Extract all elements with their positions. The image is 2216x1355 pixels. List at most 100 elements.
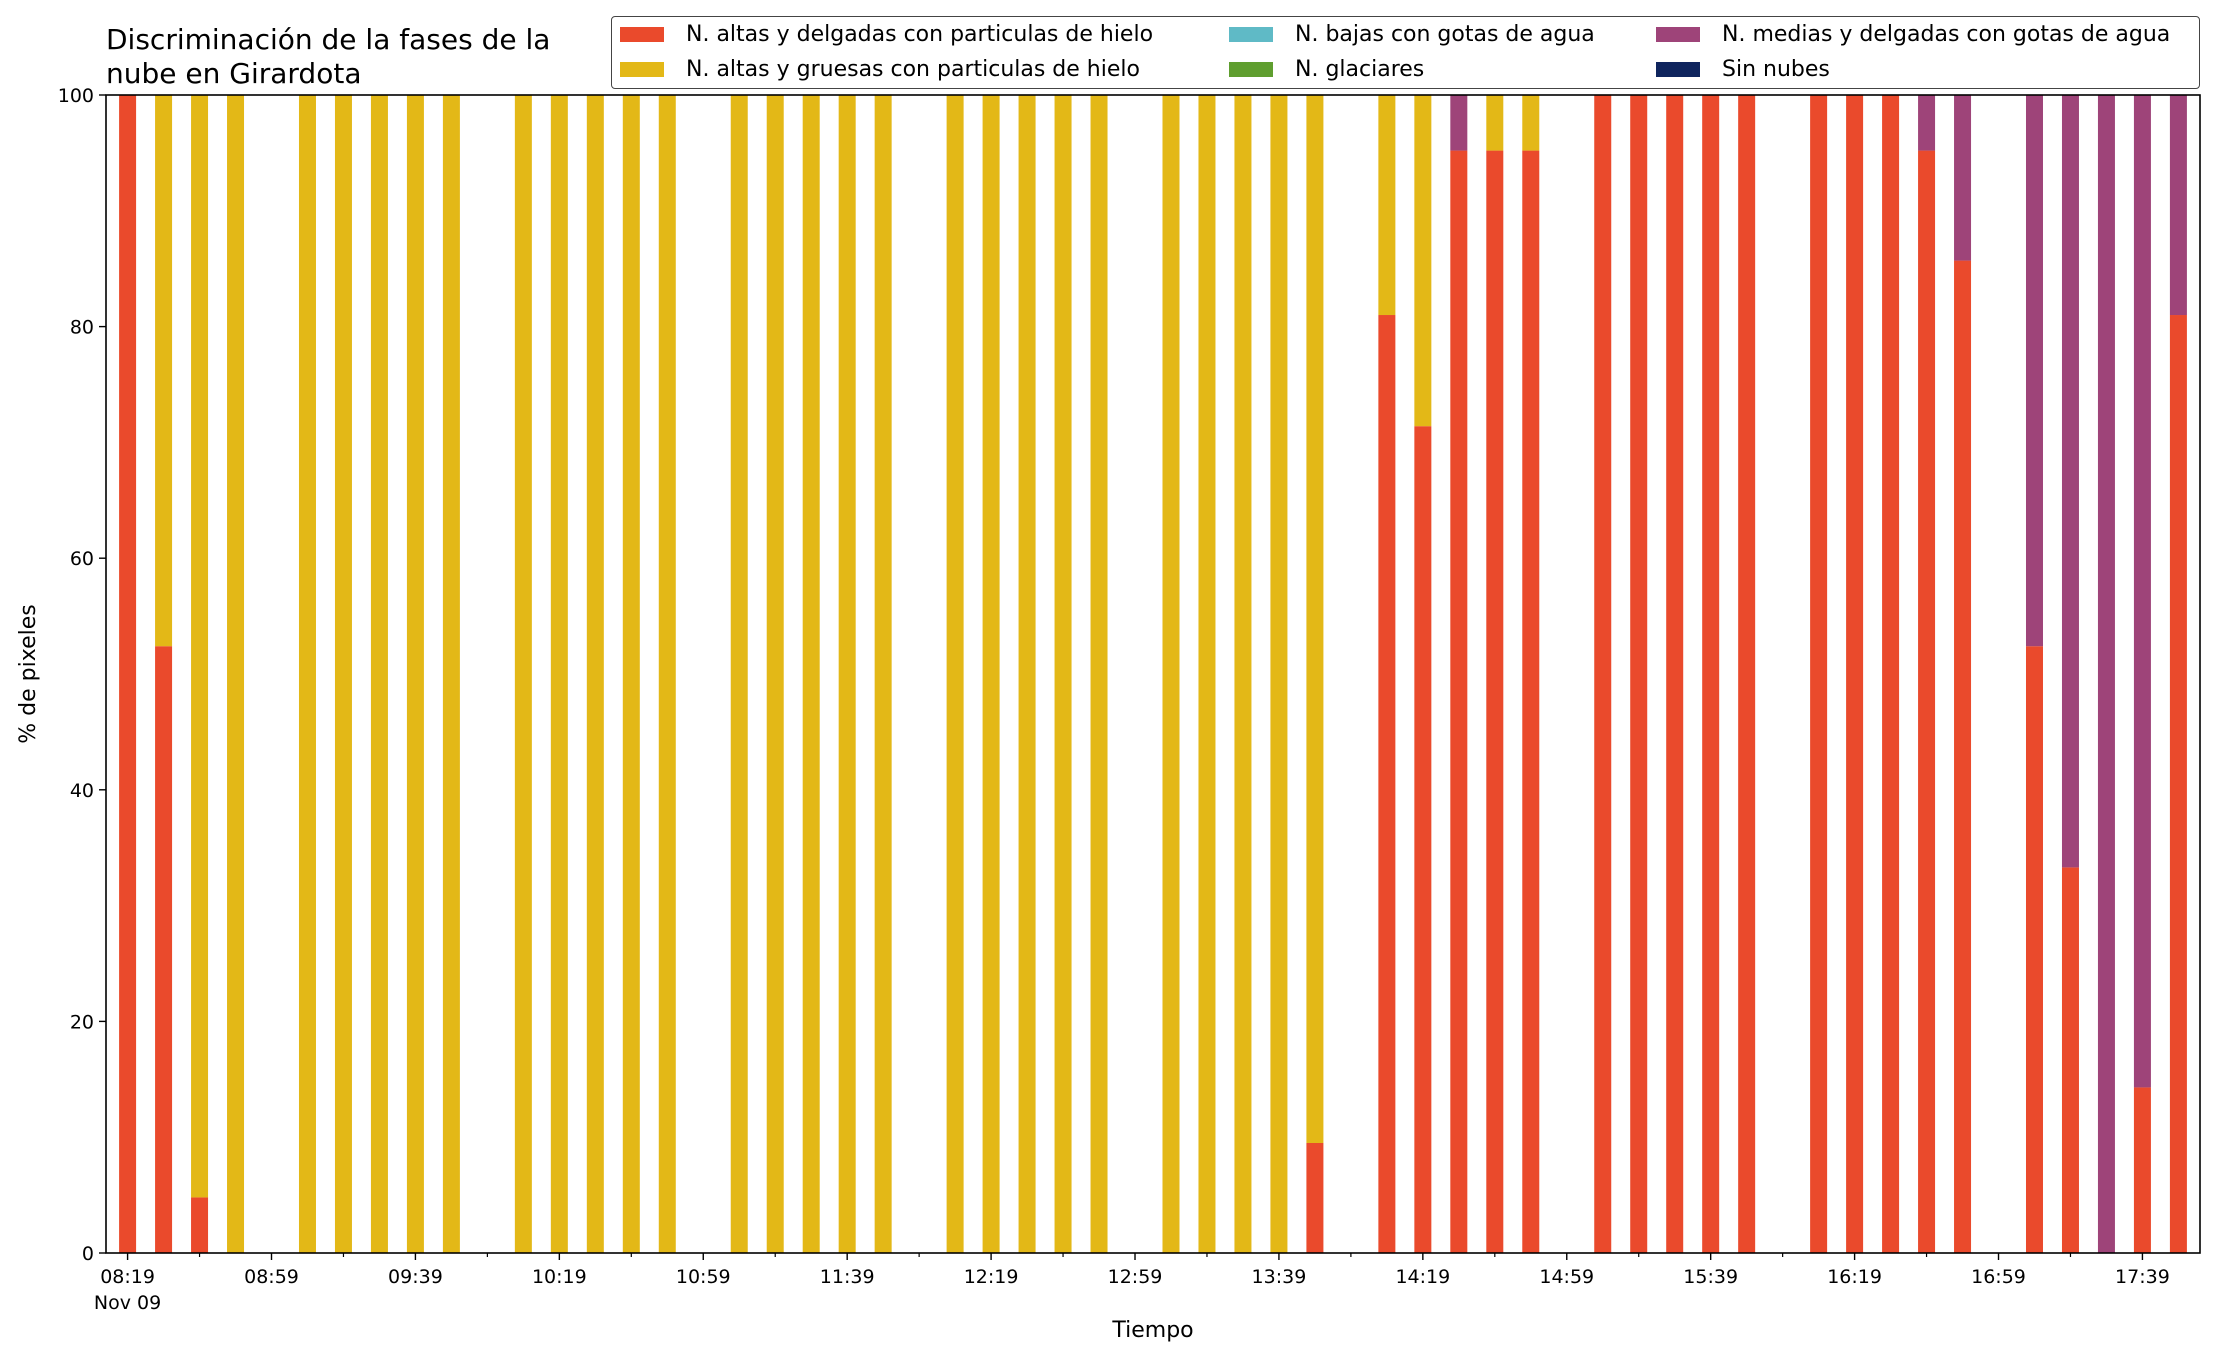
axes-layer: 0 20 40 60 80 100 08:19 Nov 09 08:59 09:39 10:19 10… xyxy=(58,85,2170,1314)
bar-segment xyxy=(658,95,676,1253)
legend-item-altas-delgadas: N. altas y delgadas con particulas de hi… xyxy=(620,22,1153,47)
legend-label-glaciares: N. glaciares xyxy=(1295,57,1425,82)
bar-segment xyxy=(119,95,137,1253)
bar-segment xyxy=(1306,1142,1324,1253)
bar-segment xyxy=(1234,95,1252,1253)
x-tick-label: 08:19 xyxy=(100,1266,155,1288)
bar-segment xyxy=(1450,95,1468,151)
bar-segment xyxy=(406,95,424,1253)
x-tick-label: 09:39 xyxy=(388,1266,443,1288)
x-axis-label: Tiempo xyxy=(1111,1318,1193,1343)
legend-label-bajas: N. bajas con gotas de agua xyxy=(1295,22,1595,47)
bar-segment xyxy=(730,95,748,1253)
bar-segment xyxy=(1054,95,1072,1253)
legend-item-medias: N. medias y delgadas con gotas de agua xyxy=(1656,22,2170,47)
bar-segment xyxy=(1738,95,1756,1253)
legend-label-sin-nubes: Sin nubes xyxy=(1722,57,1830,82)
bar-segment xyxy=(1378,95,1396,316)
bar-segment xyxy=(838,95,856,1253)
bar-segment xyxy=(2025,95,2043,647)
bar-segment xyxy=(1918,150,1936,1254)
bar-segment xyxy=(1162,95,1180,1253)
bar-segment xyxy=(1198,95,1216,1253)
bar-segment xyxy=(1594,95,1612,1253)
bar-segment xyxy=(1810,95,1828,1253)
bar-segment xyxy=(550,95,568,1253)
bar-segment xyxy=(2169,95,2187,316)
legend-item-bajas: N. bajas con gotas de agua xyxy=(1229,22,1595,47)
bar-segment xyxy=(298,95,316,1253)
bar-segment xyxy=(2133,1087,2151,1253)
bar-segment xyxy=(2169,315,2187,1253)
bar-segment xyxy=(191,95,209,1198)
bar-segment xyxy=(334,95,352,1253)
bar-segment xyxy=(370,95,388,1253)
bar-segment xyxy=(1882,95,1900,1253)
legend-swatch-bajas xyxy=(1229,27,1273,42)
legend-swatch-altas-delgadas xyxy=(620,27,664,42)
legend-swatch-glaciares xyxy=(1229,62,1273,77)
y-tick-label: 80 xyxy=(70,317,94,339)
bar-segment xyxy=(1954,260,1972,1254)
bar-segment xyxy=(1666,95,1684,1253)
legend-swatch-medias xyxy=(1656,27,1700,42)
y-tick-label: 60 xyxy=(70,548,94,570)
bar-segment xyxy=(1270,95,1288,1253)
x-tick-label: 15:39 xyxy=(1683,1266,1738,1288)
y-tick-label: 0 xyxy=(82,1243,94,1265)
legend-label-altas-delgadas: N. altas y delgadas con particulas de hi… xyxy=(686,22,1154,47)
bar-segment xyxy=(2133,95,2151,1088)
bar-segment xyxy=(155,95,173,647)
bar-segment xyxy=(1846,95,1864,1253)
bar-segment xyxy=(1486,150,1504,1254)
bar-segment xyxy=(946,95,964,1253)
bar-segment xyxy=(514,95,532,1253)
bar-segment xyxy=(1954,95,1972,261)
legend-swatch-altas-gruesas xyxy=(620,62,664,77)
bar-segment xyxy=(1702,95,1720,1253)
legend-item-sin-nubes: Sin nubes xyxy=(1656,57,1830,82)
x-tick-label: 14:19 xyxy=(1395,1266,1450,1288)
x-tick-label: 10:19 xyxy=(532,1266,587,1288)
x-tick-label: 16:59 xyxy=(1971,1266,2026,1288)
bar-segment xyxy=(1414,95,1432,427)
bar-segment xyxy=(1450,150,1468,1254)
x-tick-sublabel: Nov 09 xyxy=(94,1292,161,1314)
bar-segment xyxy=(874,95,892,1253)
bar-segment xyxy=(802,95,820,1253)
bar-segment xyxy=(2025,646,2043,1253)
bar-segment xyxy=(1486,95,1504,151)
y-tick-label: 100 xyxy=(58,85,94,107)
chart-title-line-2: nube en Girardota xyxy=(106,57,362,90)
legend-item-glaciares: N. glaciares xyxy=(1229,57,1424,82)
bar-segment xyxy=(586,95,604,1253)
bar-segment xyxy=(155,646,173,1253)
bar-segment xyxy=(1378,315,1396,1253)
bar-segment xyxy=(622,95,640,1253)
chart-title-line-1: Discriminación de la fases de la xyxy=(106,23,551,56)
x-tick-label: 17:39 xyxy=(2115,1266,2170,1288)
bar-segment xyxy=(1522,95,1540,151)
bar-segment xyxy=(1018,95,1036,1253)
x-tick-label: 12:59 xyxy=(1108,1266,1163,1288)
bar-segment xyxy=(1918,95,1936,151)
legend-label-altas-gruesas: N. altas y gruesas con particulas de hie… xyxy=(686,57,1140,82)
bar-segment xyxy=(2061,867,2079,1253)
y-tick-label: 40 xyxy=(70,780,94,802)
bar-segment xyxy=(2097,95,2115,1253)
bar-segment xyxy=(1630,95,1648,1253)
x-tick-label: 10:59 xyxy=(676,1266,731,1288)
bar-segment xyxy=(2061,95,2079,868)
bars-layer xyxy=(119,95,2187,1254)
bar-segment xyxy=(1306,95,1324,1143)
x-tick-label: 11:39 xyxy=(820,1266,875,1288)
legend-item-altas-gruesas: N. altas y gruesas con particulas de hie… xyxy=(620,57,1140,82)
legend: N. altas y delgadas con particulas de hi… xyxy=(611,16,2200,89)
bar-segment xyxy=(766,95,784,1253)
bar-segment xyxy=(1414,426,1432,1253)
x-tick-label: 16:19 xyxy=(1827,1266,1882,1288)
bar-segment xyxy=(1522,150,1540,1254)
legend-label-medias: N. medias y delgadas con gotas de agua xyxy=(1722,22,2171,47)
bar-segment xyxy=(227,95,245,1253)
